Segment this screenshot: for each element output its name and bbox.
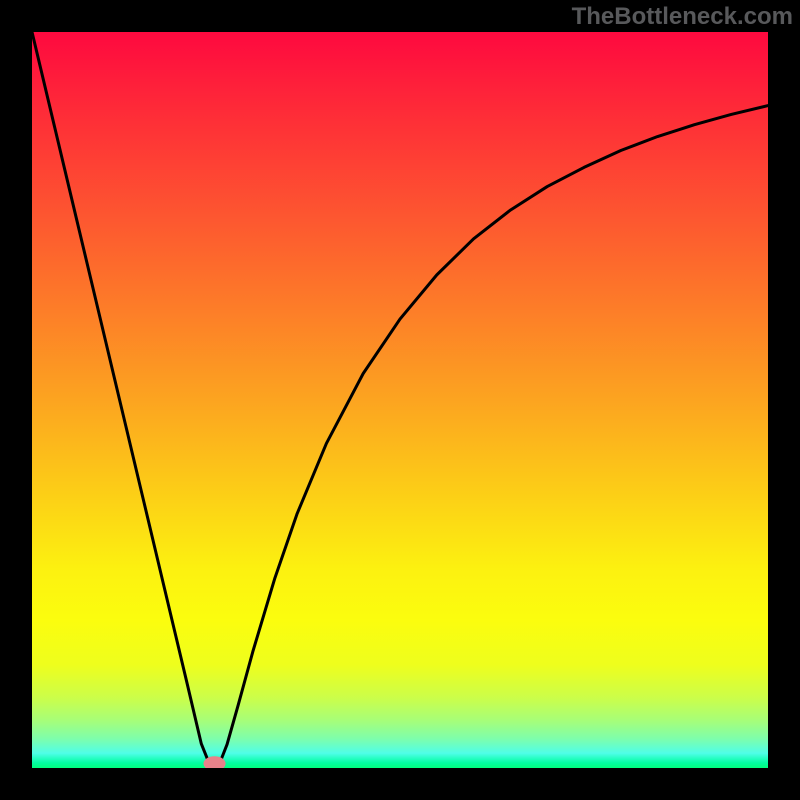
- watermark-label: TheBottleneck.com: [572, 3, 793, 31]
- bottleneck-chart: [32, 32, 768, 768]
- gradient-background: [32, 32, 768, 768]
